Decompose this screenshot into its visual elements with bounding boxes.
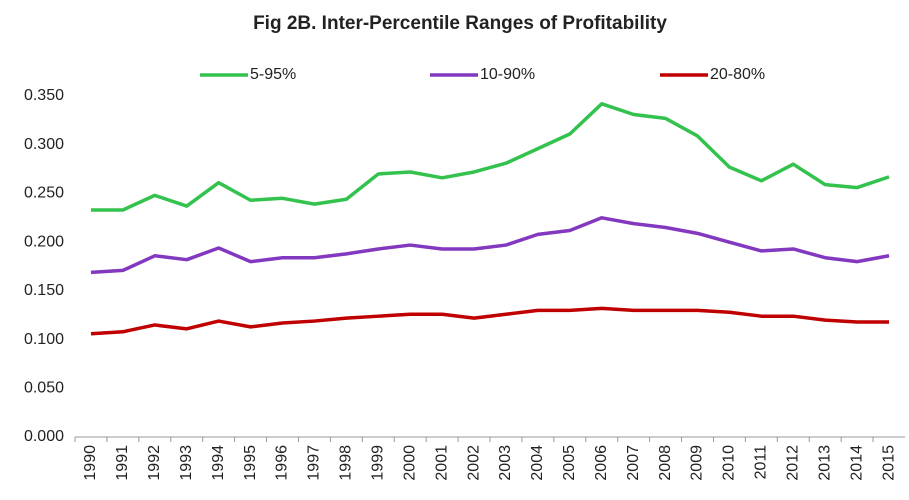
x-tick-label: 2011 — [753, 445, 770, 480]
x-tick-label: 2005 — [561, 445, 578, 481]
x-tick-label: 1991 — [114, 445, 131, 481]
x-tick-label: 2004 — [529, 445, 546, 481]
y-tick-label: 0.300 — [24, 136, 64, 153]
x-tick-label: 1998 — [338, 445, 355, 481]
x-tick-label: 2013 — [816, 445, 833, 481]
x-tick-label: 1992 — [146, 445, 163, 481]
x-tick-label: 2010 — [721, 445, 738, 481]
x-tick-label: 2001 — [433, 445, 450, 481]
x-tick-label: 1990 — [82, 445, 99, 481]
x-tick-label: 1999 — [369, 445, 386, 481]
y-tick-label: 0.250 — [24, 185, 64, 202]
legend-label: 20-80% — [710, 66, 765, 83]
x-tick-label: 1996 — [274, 445, 291, 481]
x-tick-label: 2000 — [401, 445, 418, 481]
y-tick-label: 0.100 — [24, 331, 64, 348]
y-tick-label: 0.150 — [24, 282, 64, 299]
x-tick-label: 2015 — [880, 445, 897, 481]
x-tick-label: 2008 — [657, 445, 674, 481]
legend-label: 5-95% — [250, 66, 296, 83]
y-tick-label: 0.350 — [24, 87, 64, 104]
chart-title: Fig 2B. Inter-Percentile Ranges of Profi… — [253, 13, 667, 34]
series-line — [90, 306, 890, 336]
x-tick-label: 1993 — [178, 445, 195, 481]
x-tick-label: 2014 — [848, 445, 865, 481]
series-line — [90, 102, 890, 212]
x-tick-label: 2006 — [593, 445, 610, 481]
x-tick-label: 1995 — [242, 445, 259, 481]
x-tick-label: 2012 — [784, 445, 801, 481]
x-tick-label: 2007 — [625, 445, 642, 481]
y-tick-label: 0.050 — [24, 380, 64, 397]
x-tick-label: 1994 — [210, 445, 227, 481]
x-tick-label: 2002 — [465, 445, 482, 481]
y-tick-label: 0.200 — [24, 233, 64, 250]
x-tick-label: 1997 — [306, 445, 323, 481]
x-tick-label: 2003 — [497, 445, 514, 481]
legend-label: 10-90% — [480, 66, 535, 83]
y-tick-label: 0.000 — [24, 428, 64, 445]
series-line — [90, 216, 890, 275]
x-tick-label: 2009 — [689, 445, 706, 481]
